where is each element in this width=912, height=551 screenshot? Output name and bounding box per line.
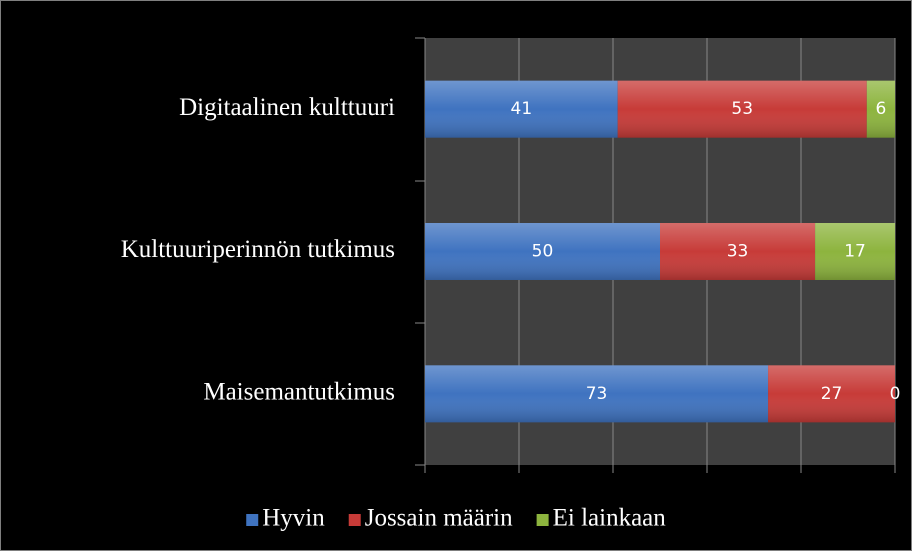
category-label: Digitaalinen kulttuuri xyxy=(179,94,395,121)
data-label: 17 xyxy=(844,242,866,262)
legend-swatch xyxy=(246,514,259,526)
bar-shine xyxy=(425,365,769,423)
category-label: Maisemantutkimus xyxy=(203,379,395,406)
data-label: 53 xyxy=(731,99,753,119)
legend-label: Jossain määrin xyxy=(365,505,513,532)
legend-label: Ei lainkaan xyxy=(553,505,667,532)
legend-label: Hyvin xyxy=(262,505,325,532)
data-label: 27 xyxy=(821,384,843,404)
category-label: Kulttuuriperinnön tutkimus xyxy=(121,236,395,263)
data-label: 0 xyxy=(890,384,901,404)
legend-swatch xyxy=(536,514,549,526)
data-label: 41 xyxy=(511,99,533,119)
data-label: 33 xyxy=(727,242,749,262)
bar-shine xyxy=(866,80,895,138)
bar-shine xyxy=(425,80,618,138)
data-label: 6 xyxy=(875,99,886,119)
bar-shine xyxy=(425,223,660,280)
data-label: 50 xyxy=(532,242,554,262)
bar-shine xyxy=(768,365,895,423)
bar-shine xyxy=(815,223,895,280)
bar-shine xyxy=(660,223,816,280)
data-label: 73 xyxy=(586,384,608,404)
bar-shine xyxy=(617,80,867,138)
legend-swatch xyxy=(348,514,361,526)
